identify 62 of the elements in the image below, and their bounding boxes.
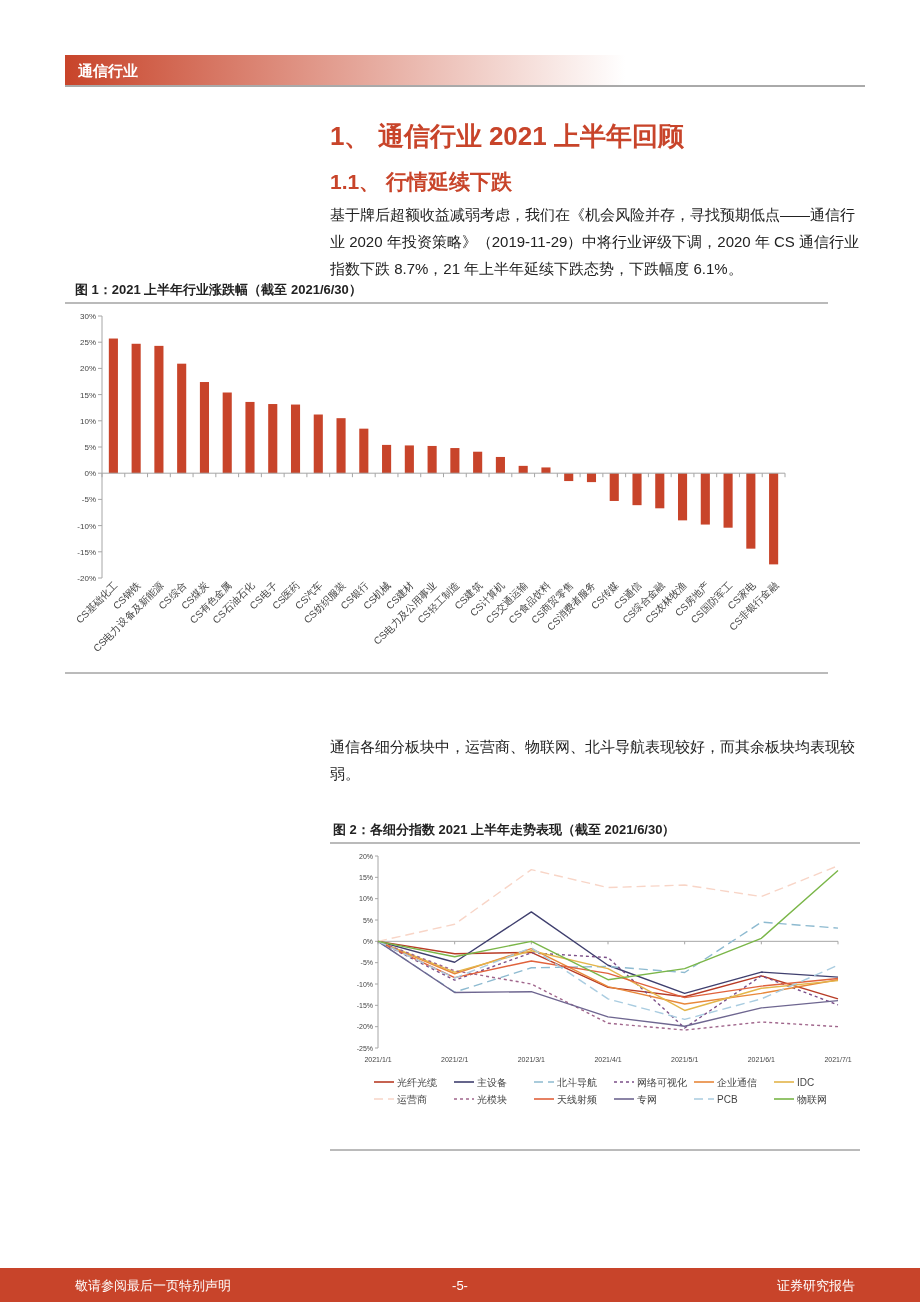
bar — [290, 404, 301, 474]
legend-label: 专网 — [637, 1093, 657, 1105]
legend-label: 企业通信 — [717, 1076, 757, 1088]
bar — [199, 382, 209, 474]
legend-label: 物联网 — [797, 1093, 827, 1105]
bar — [541, 467, 551, 474]
legend-label: 网络可视化 — [637, 1076, 687, 1088]
y-tick-label: 25% — [79, 338, 96, 348]
legend-label: 光模块 — [477, 1093, 507, 1105]
y-tick-label: 10% — [79, 416, 96, 426]
bar — [427, 445, 437, 474]
bar — [313, 414, 323, 474]
bar — [678, 473, 688, 521]
chart-title: 图 2：各细分指数 2021 上半年走势表现（截至 2021/6/30） — [333, 822, 676, 837]
bar — [336, 418, 346, 474]
y-tick-label: 20% — [79, 364, 96, 374]
text: -5- — [452, 1278, 468, 1293]
legend-label: 北斗导航 — [557, 1076, 597, 1088]
text: 1.1、 行情延续下跌 — [330, 170, 514, 193]
bar — [495, 456, 505, 474]
legend-label: 天线射频 — [557, 1093, 597, 1105]
bar — [268, 404, 278, 474]
legend-label: 主设备 — [477, 1076, 507, 1088]
bar — [131, 343, 141, 474]
text: 敬请参阅最后一页特别声明 — [75, 1278, 231, 1293]
bar — [450, 448, 460, 474]
bar — [154, 345, 164, 474]
bar — [382, 444, 392, 474]
chart-title: 图 1：2021 上半年行业涨跌幅（截至 2021/6/30） — [75, 282, 362, 297]
y-tick-label: -5% — [81, 495, 96, 505]
y-tick-label: -10% — [77, 521, 96, 531]
y-tick-label: 30% — [79, 312, 96, 321]
bar — [609, 473, 619, 501]
bar — [632, 473, 642, 506]
legend-label: IDC — [797, 1076, 815, 1088]
bar — [108, 338, 118, 474]
bar — [700, 473, 710, 525]
bar — [655, 473, 665, 509]
text: 证券研究报告 — [777, 1278, 855, 1293]
legend-label: PCB — [717, 1093, 738, 1105]
bar — [518, 465, 528, 474]
text: 基于牌后超额收益减弱考虑，我们在《机会风险并存，寻找预期低点——通信行业 2020 年投资策略》（2019-11-29）中将行业评级下调，2020 年 CS 通信行业指数下跌 8.7%，21 年上半年延续下跌态势，下跌幅度 6.1%。 — [330, 205, 861, 279]
bar — [723, 473, 733, 528]
text: 1、 通信行业 2021 上半年回顾 — [330, 121, 685, 151]
y-tick-label: -20% — [77, 574, 96, 583]
y-tick-label: -15% — [77, 547, 96, 557]
text: 通信行业 — [77, 62, 138, 79]
bar — [359, 428, 369, 474]
bar — [404, 445, 414, 474]
y-tick-label: 5% — [84, 443, 96, 452]
bar — [746, 473, 756, 549]
legend-label: 运营商 — [397, 1093, 427, 1105]
text: 通信各细分板块中，运营商、物联网、北斗导航表现较好，而其余板块均表现较弱。 — [330, 737, 856, 784]
bar — [177, 363, 187, 474]
bar — [473, 451, 483, 474]
bar — [769, 473, 779, 565]
bar — [245, 401, 255, 474]
line-series — [377, 869, 839, 981]
y-tick-label: 15% — [79, 390, 96, 400]
y-tick-label: 0% — [84, 469, 96, 479]
legend-label: 光纤光缆 — [397, 1076, 437, 1088]
bar — [222, 392, 232, 474]
